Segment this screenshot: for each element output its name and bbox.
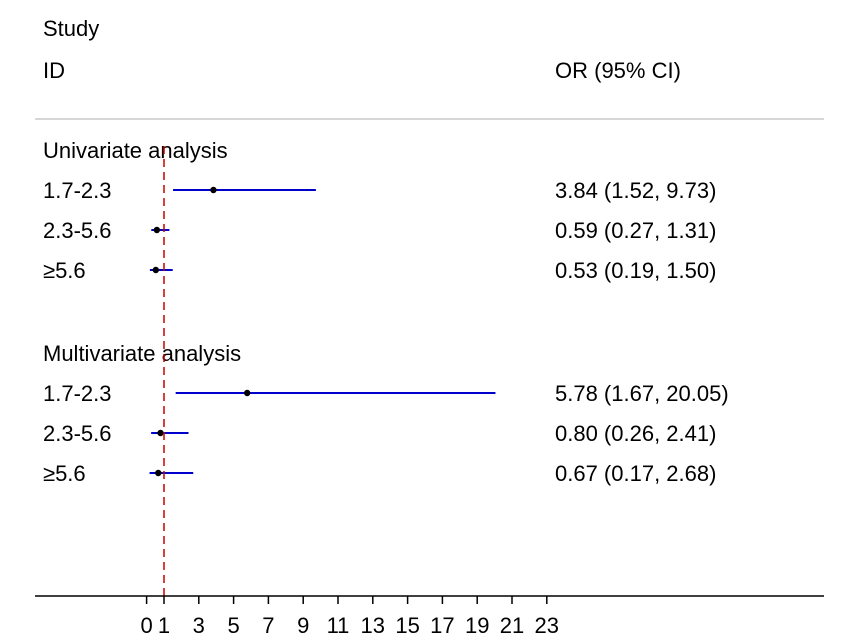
x-tick-label: 1 bbox=[158, 613, 170, 638]
or-ci-value: 5.78 (1.67, 20.05) bbox=[555, 381, 729, 406]
x-tick-label: 0 bbox=[140, 613, 152, 638]
x-tick-label: 11 bbox=[327, 613, 350, 638]
forest-rows: Univariate analysis 1.7-2.3 3.84 (1.52, 9.… bbox=[43, 138, 729, 486]
row-label: 2.3-5.6 bbox=[43, 218, 112, 243]
point-estimate bbox=[152, 266, 160, 274]
or-ci-value: 0.67 (0.17, 2.68) bbox=[555, 461, 716, 486]
x-tick-label: 19 bbox=[465, 613, 489, 638]
x-tick-label: 7 bbox=[262, 613, 274, 638]
header-study: Study bbox=[43, 16, 99, 41]
point-estimate bbox=[157, 429, 164, 437]
or-ci-value: 3.84 (1.52, 9.73) bbox=[555, 178, 716, 203]
point-estimate bbox=[243, 389, 251, 397]
row-label: ≥5.6 bbox=[43, 258, 86, 283]
row-label: ≥5.6 bbox=[43, 461, 86, 486]
x-tick-label: 5 bbox=[227, 613, 239, 638]
point-estimate bbox=[155, 469, 162, 477]
x-tick-label: 15 bbox=[395, 613, 419, 638]
x-tick-label: 13 bbox=[361, 613, 385, 638]
row-label: 2.3-5.6 bbox=[43, 421, 112, 446]
x-tick-label: 3 bbox=[193, 613, 205, 638]
or-ci-value: 0.53 (0.19, 1.50) bbox=[555, 258, 716, 283]
group-label: Multivariate analysis bbox=[43, 341, 241, 366]
row-label: 1.7-2.3 bbox=[43, 178, 112, 203]
x-tick-label: 17 bbox=[430, 613, 454, 638]
x-tick-label: 9 bbox=[297, 613, 309, 638]
x-tick-label: 23 bbox=[535, 613, 559, 638]
header-id: ID bbox=[43, 58, 65, 83]
row-label: 1.7-2.3 bbox=[43, 381, 112, 406]
group-label: Univariate analysis bbox=[43, 138, 228, 163]
x-axis-ticks: 0 1 3 5 7 9 11 13 15 17 19 21 23 bbox=[140, 596, 559, 638]
or-ci-value: 0.80 (0.26, 2.41) bbox=[555, 421, 716, 446]
point-estimate bbox=[210, 186, 217, 194]
or-ci-value: 0.59 (0.27, 1.31) bbox=[555, 218, 716, 243]
x-tick-label: 21 bbox=[500, 613, 524, 638]
header-or-ci: OR (95% CI) bbox=[555, 58, 681, 83]
point-estimate bbox=[153, 226, 161, 234]
